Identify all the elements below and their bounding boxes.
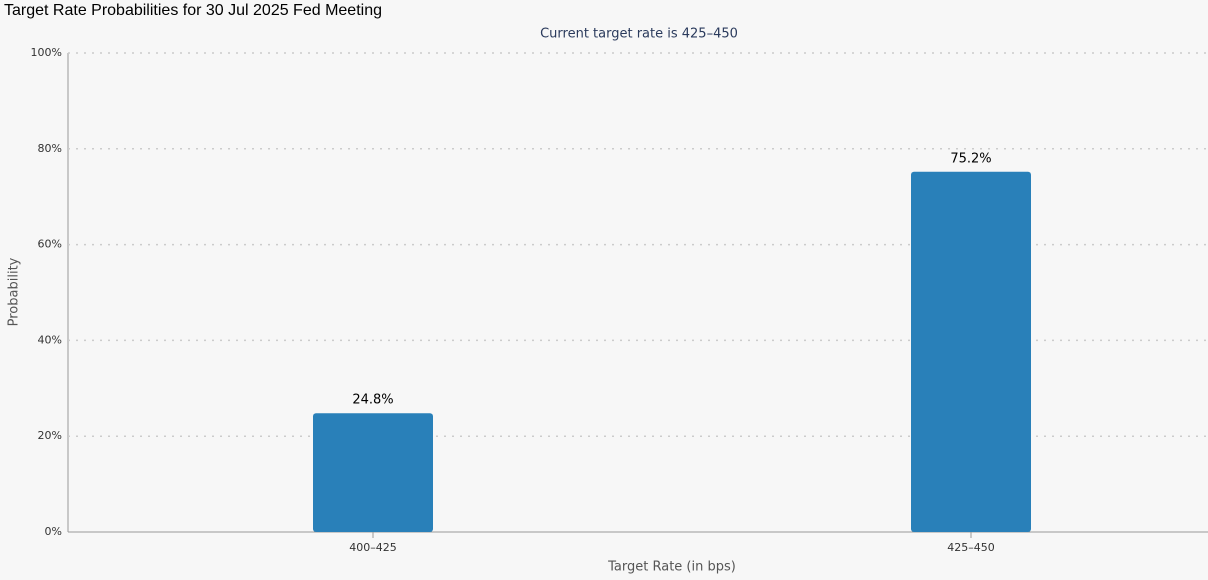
y-tick-label: 80% xyxy=(38,142,62,155)
bar xyxy=(313,413,433,532)
chart-title: Target Rate Probabilities for 30 Jul 202… xyxy=(4,2,382,19)
y-tick-label: 20% xyxy=(38,429,62,442)
chart-subtitle: Current target rate is 425–450 xyxy=(540,27,738,42)
value-label: 75.2% xyxy=(950,151,991,166)
x-tick-label: 400–425 xyxy=(349,541,397,554)
x-axis-label: Target Rate (in bps) xyxy=(607,560,736,575)
value-label: 24.8% xyxy=(352,393,393,408)
y-tick-label: 0% xyxy=(45,525,62,538)
x-tick-label: 425–450 xyxy=(947,541,995,554)
bar xyxy=(911,171,1031,533)
y-tick-label: 40% xyxy=(38,333,62,346)
y-tick-label: 100% xyxy=(31,46,62,59)
y-tick-label: 60% xyxy=(38,238,62,251)
y-axis-label: Probability xyxy=(7,257,22,326)
